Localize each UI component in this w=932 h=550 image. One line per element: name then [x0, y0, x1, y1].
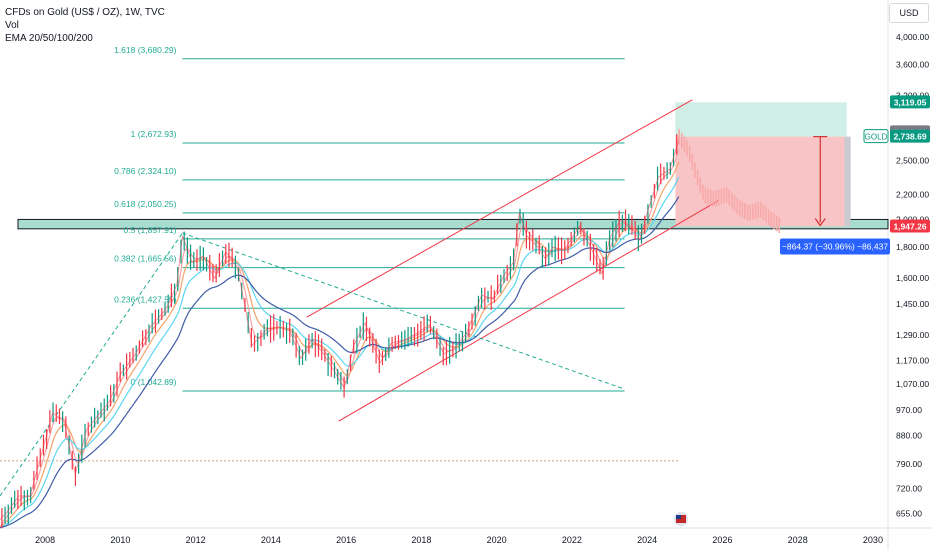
time-tick-label: 2010	[110, 535, 130, 545]
ema-100-line	[0, 176, 680, 529]
support-zone	[17, 218, 889, 230]
price-tick-label: 720.00	[896, 484, 922, 494]
time-tick-label: 2022	[562, 535, 582, 545]
price-tick-label: 2,000.00	[896, 214, 929, 224]
price-tick-label: 655.00	[896, 509, 922, 519]
fib-level-label: 0 (1,042.89)	[131, 377, 177, 387]
time-tick-label: 2008	[35, 535, 55, 545]
time-tick-label: 2018	[411, 535, 431, 545]
currency-button[interactable]: USD	[889, 3, 929, 23]
price-tag-label: 3,119.05	[894, 97, 927, 107]
price-tag	[890, 219, 930, 233]
fib-level-label: 0.382 (1,665.56)	[114, 254, 177, 264]
position-arrow-head	[814, 218, 826, 227]
symbol-title[interactable]: CFDs on Gold (US$ / OZ), 1W, TVC	[5, 7, 165, 18]
time-tick-label: 2012	[186, 535, 206, 545]
fib-level-label: 1 (2,672.93)	[131, 129, 177, 139]
price-tick-label: 1,800.00	[896, 242, 929, 252]
price-tag-label: 2,738.69	[893, 132, 926, 142]
price-tag	[890, 129, 930, 143]
price-line	[0, 136, 680, 520]
channel-upper-line	[306, 99, 693, 318]
channel-lower-line	[338, 199, 719, 422]
fib-level-label: 0.618 (2,050.25)	[114, 199, 177, 209]
time-tick-label: 2014	[261, 535, 281, 545]
symbol-tag-label: GOLD	[865, 133, 888, 142]
ema-50-line	[0, 161, 680, 529]
price-tick-label: 1,070.00	[896, 379, 929, 389]
fib-level-label: 0.786 (2,324.10)	[114, 166, 177, 176]
time-tick-label: 2016	[336, 535, 356, 545]
price-tick-label: 790.00	[896, 459, 922, 469]
measure-label-box	[780, 238, 890, 255]
time-tick-label: 2030	[863, 535, 883, 545]
fib-level-label: 0.236 (1,427.55)	[114, 294, 177, 304]
downtrend-dashed-line	[182, 232, 625, 390]
symbol-tag	[863, 129, 889, 144]
time-tick-label: 2020	[487, 535, 507, 545]
measure-label: −864.37 (−30.96%) −86,437	[782, 241, 888, 251]
price-tag	[890, 95, 930, 109]
price-tick-label: 4,000.00	[896, 32, 929, 42]
stop-zone	[675, 102, 847, 137]
price-tick-label: 2,200.00	[896, 189, 929, 199]
price-tick-label: 3,600.00	[896, 60, 929, 70]
price-tick-label: 970.00	[896, 405, 922, 415]
chart-legend: CFDs on Gold (US$ / OZ), 1W, TVC Vol EMA…	[5, 6, 165, 45]
position-range-bar	[844, 136, 851, 227]
price-tick-label: 1,450.00	[896, 299, 929, 309]
price-tick-label: 2,500.00	[896, 156, 929, 166]
volume-label[interactable]: Vol	[5, 20, 19, 31]
time-tick-label: 2028	[788, 535, 808, 545]
price-tag-label: 1,947.26	[893, 221, 926, 231]
candles	[1, 134, 678, 529]
price-axis-panel	[888, 0, 932, 550]
price-tick-label: 1,170.00	[896, 356, 929, 366]
event-icon-canton	[676, 515, 681, 519]
price-tick-label: 1,290.00	[896, 330, 929, 340]
fib-level-label: 1.618 (3,680.29)	[114, 45, 177, 55]
time-tick-label: 2024	[637, 535, 657, 545]
ema-label[interactable]: EMA 20/50/100/200	[5, 33, 93, 44]
fib-level-label: 0.5 (1,857.91)	[124, 225, 177, 235]
price-tick-label: 1,600.00	[896, 273, 929, 283]
uptrend-dashed-line	[0, 232, 183, 497]
price-tick-label: 880.00	[896, 431, 922, 441]
time-tick-label: 2026	[712, 535, 732, 545]
ema-200-line	[0, 196, 680, 529]
projection-candles	[678, 128, 781, 234]
ema-20-line	[0, 149, 680, 528]
